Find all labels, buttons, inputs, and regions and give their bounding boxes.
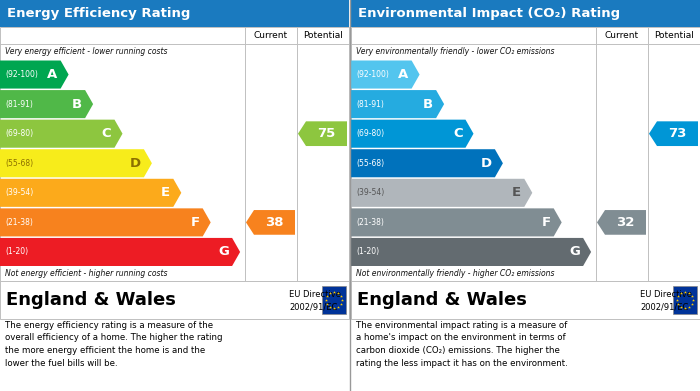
Text: G: G — [569, 246, 580, 258]
Text: (55-68): (55-68) — [356, 159, 384, 168]
Text: (39-54): (39-54) — [5, 188, 34, 197]
Polygon shape — [246, 210, 295, 235]
Polygon shape — [351, 61, 419, 89]
Polygon shape — [0, 238, 240, 266]
Text: EU Directive: EU Directive — [289, 290, 341, 299]
Polygon shape — [0, 61, 69, 89]
Text: 73: 73 — [668, 127, 687, 140]
Text: A: A — [48, 68, 57, 81]
Text: The energy efficiency rating is a measure of the
overall efficiency of a home. T: The energy efficiency rating is a measur… — [5, 321, 223, 368]
Bar — [351, 0, 700, 27]
Polygon shape — [351, 149, 503, 177]
Text: Current: Current — [605, 31, 639, 40]
Polygon shape — [351, 208, 561, 237]
Text: (1-20): (1-20) — [5, 248, 28, 256]
Text: (55-68): (55-68) — [5, 159, 33, 168]
Text: A: A — [398, 68, 409, 81]
Text: England & Wales: England & Wales — [6, 291, 176, 309]
Text: Potential: Potential — [654, 31, 694, 40]
Text: E: E — [512, 187, 522, 199]
Text: England & Wales: England & Wales — [357, 291, 527, 309]
Bar — [351, 281, 700, 319]
Text: B: B — [423, 98, 433, 111]
Text: Energy Efficiency Rating: Energy Efficiency Rating — [7, 7, 190, 20]
Polygon shape — [0, 208, 211, 237]
Text: D: D — [481, 157, 492, 170]
Text: F: F — [542, 216, 551, 229]
Text: Potential: Potential — [303, 31, 343, 40]
Bar — [0, 27, 349, 281]
Polygon shape — [649, 121, 698, 146]
Text: 32: 32 — [616, 216, 635, 229]
Text: (92-100): (92-100) — [356, 70, 389, 79]
Text: (21-38): (21-38) — [5, 218, 33, 227]
Text: F: F — [190, 216, 199, 229]
Polygon shape — [597, 210, 646, 235]
Polygon shape — [0, 120, 122, 148]
Bar — [322, 286, 346, 314]
Text: E: E — [161, 187, 170, 199]
Bar — [0, 281, 349, 319]
Bar — [673, 286, 697, 314]
Text: Very energy efficient - lower running costs: Very energy efficient - lower running co… — [5, 47, 167, 56]
Text: G: G — [218, 246, 229, 258]
Text: (92-100): (92-100) — [5, 70, 38, 79]
Text: (69-80): (69-80) — [5, 129, 33, 138]
Text: (39-54): (39-54) — [356, 188, 384, 197]
Bar — [351, 27, 700, 281]
Text: C: C — [453, 127, 463, 140]
Polygon shape — [0, 179, 181, 207]
Polygon shape — [298, 121, 347, 146]
Text: Very environmentally friendly - lower CO₂ emissions: Very environmentally friendly - lower CO… — [356, 47, 554, 56]
Text: Not energy efficient - higher running costs: Not energy efficient - higher running co… — [5, 269, 167, 278]
Text: (81-91): (81-91) — [356, 100, 384, 109]
Text: 2002/91/EC: 2002/91/EC — [640, 302, 688, 311]
Bar — [0, 0, 349, 27]
Text: Environmental Impact (CO₂) Rating: Environmental Impact (CO₂) Rating — [358, 7, 620, 20]
Text: C: C — [102, 127, 111, 140]
Text: (21-38): (21-38) — [356, 218, 384, 227]
Text: Not environmentally friendly - higher CO₂ emissions: Not environmentally friendly - higher CO… — [356, 269, 554, 278]
Text: (1-20): (1-20) — [356, 248, 379, 256]
Text: 75: 75 — [317, 127, 335, 140]
Polygon shape — [0, 149, 152, 177]
Polygon shape — [351, 179, 532, 207]
Polygon shape — [0, 90, 93, 118]
Polygon shape — [351, 90, 444, 118]
Text: B: B — [72, 98, 82, 111]
Text: Current: Current — [254, 31, 288, 40]
Text: 2002/91/EC: 2002/91/EC — [289, 302, 337, 311]
Text: 38: 38 — [265, 216, 284, 229]
Text: (81-91): (81-91) — [5, 100, 33, 109]
Polygon shape — [351, 120, 473, 148]
Text: EU Directive: EU Directive — [640, 290, 692, 299]
Polygon shape — [351, 238, 591, 266]
Text: D: D — [130, 157, 141, 170]
Text: (69-80): (69-80) — [356, 129, 384, 138]
Text: The environmental impact rating is a measure of
a home's impact on the environme: The environmental impact rating is a mea… — [356, 321, 568, 368]
